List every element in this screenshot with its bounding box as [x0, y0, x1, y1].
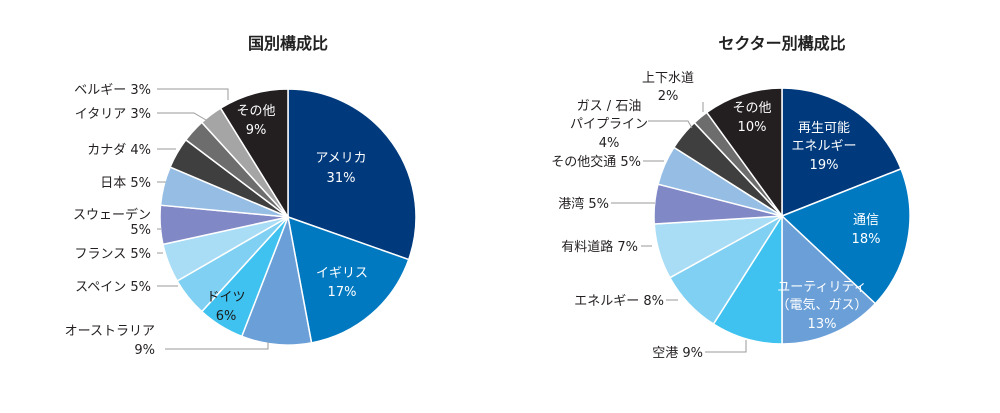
label-canada: カナダ 4% — [87, 143, 151, 158]
left-pie — [159, 88, 417, 346]
label-right-other-value: 10% — [738, 120, 767, 135]
label-japan: 日本 5% — [100, 176, 151, 191]
label-renewable-line1: 再生可能 — [798, 121, 850, 136]
label-spain: スペイン 5% — [75, 280, 151, 295]
label-utility-value: 13% — [808, 317, 837, 332]
label-france: フランス 5% — [75, 247, 152, 262]
left-slice-2 — [287, 216, 410, 344]
label-left-other-value: 9% — [246, 123, 267, 138]
label-germany-value: 6% — [216, 309, 237, 324]
leader-australia — [165, 342, 269, 350]
label-italy: イタリア 3% — [75, 107, 151, 122]
leader-airport — [705, 340, 747, 353]
label-other-transport: その他交通 5% — [551, 154, 641, 170]
right-slice-2 — [781, 168, 911, 305]
label-renewable-value: 19% — [810, 158, 839, 173]
leader-belgium — [157, 88, 229, 100]
label-telecom-value: 18% — [852, 232, 881, 247]
label-water-value: 2% — [658, 89, 679, 104]
left-slice-1 — [287, 88, 417, 261]
left-chart-title: 国別構成比 — [248, 34, 328, 53]
left-slice-12 — [219, 88, 289, 218]
label-toll-road: 有料道路 7% — [561, 239, 638, 255]
label-water-name: 上下水道 — [642, 71, 694, 86]
label-belgium: ベルギー 3% — [74, 83, 151, 98]
label-renewable-line2: エネルギー — [791, 139, 856, 154]
label-pipeline-line2: パイプライン — [570, 117, 648, 132]
label-sweden-value: 5% — [130, 223, 151, 238]
right-slice-1 — [781, 87, 902, 217]
right-chart-title: セクター別構成比 — [718, 34, 845, 53]
label-sweden-name: スウェーデン — [73, 207, 151, 223]
label-telecom-name: 通信 — [853, 213, 879, 228]
label-australia-name: オーストラリア — [65, 324, 155, 339]
label-uk-name: イギリス — [316, 266, 368, 281]
label-port: 港湾 5% — [558, 196, 609, 212]
leader-pipeline — [648, 120, 693, 129]
right-slice-11 — [706, 87, 783, 217]
left-leader-lines — [157, 88, 269, 350]
right-slice-3 — [781, 215, 877, 345]
leader-italy — [157, 112, 207, 121]
right-pie — [653, 87, 911, 345]
label-uk-value: 17% — [328, 285, 357, 300]
label-utility-line2: （電気、ガス） — [776, 297, 867, 313]
label-pipeline-line1: ガス / 石油 — [577, 99, 642, 114]
label-australia-value: 9% — [134, 343, 155, 358]
label-right-other-name: その他 — [732, 101, 771, 116]
label-us-value: 31% — [327, 171, 356, 186]
label-left-other-name: その他 — [236, 104, 275, 119]
label-utility-line1: ユーティリティ — [777, 280, 866, 295]
label-us-name: アメリカ — [315, 151, 366, 166]
label-airport: 空港 9% — [652, 346, 703, 361]
label-energy: エネルギー 8% — [574, 294, 664, 309]
right-leader-lines — [611, 102, 747, 353]
label-germany-name: ドイツ — [206, 290, 245, 305]
label-pipeline-value: 4% — [599, 136, 620, 151]
